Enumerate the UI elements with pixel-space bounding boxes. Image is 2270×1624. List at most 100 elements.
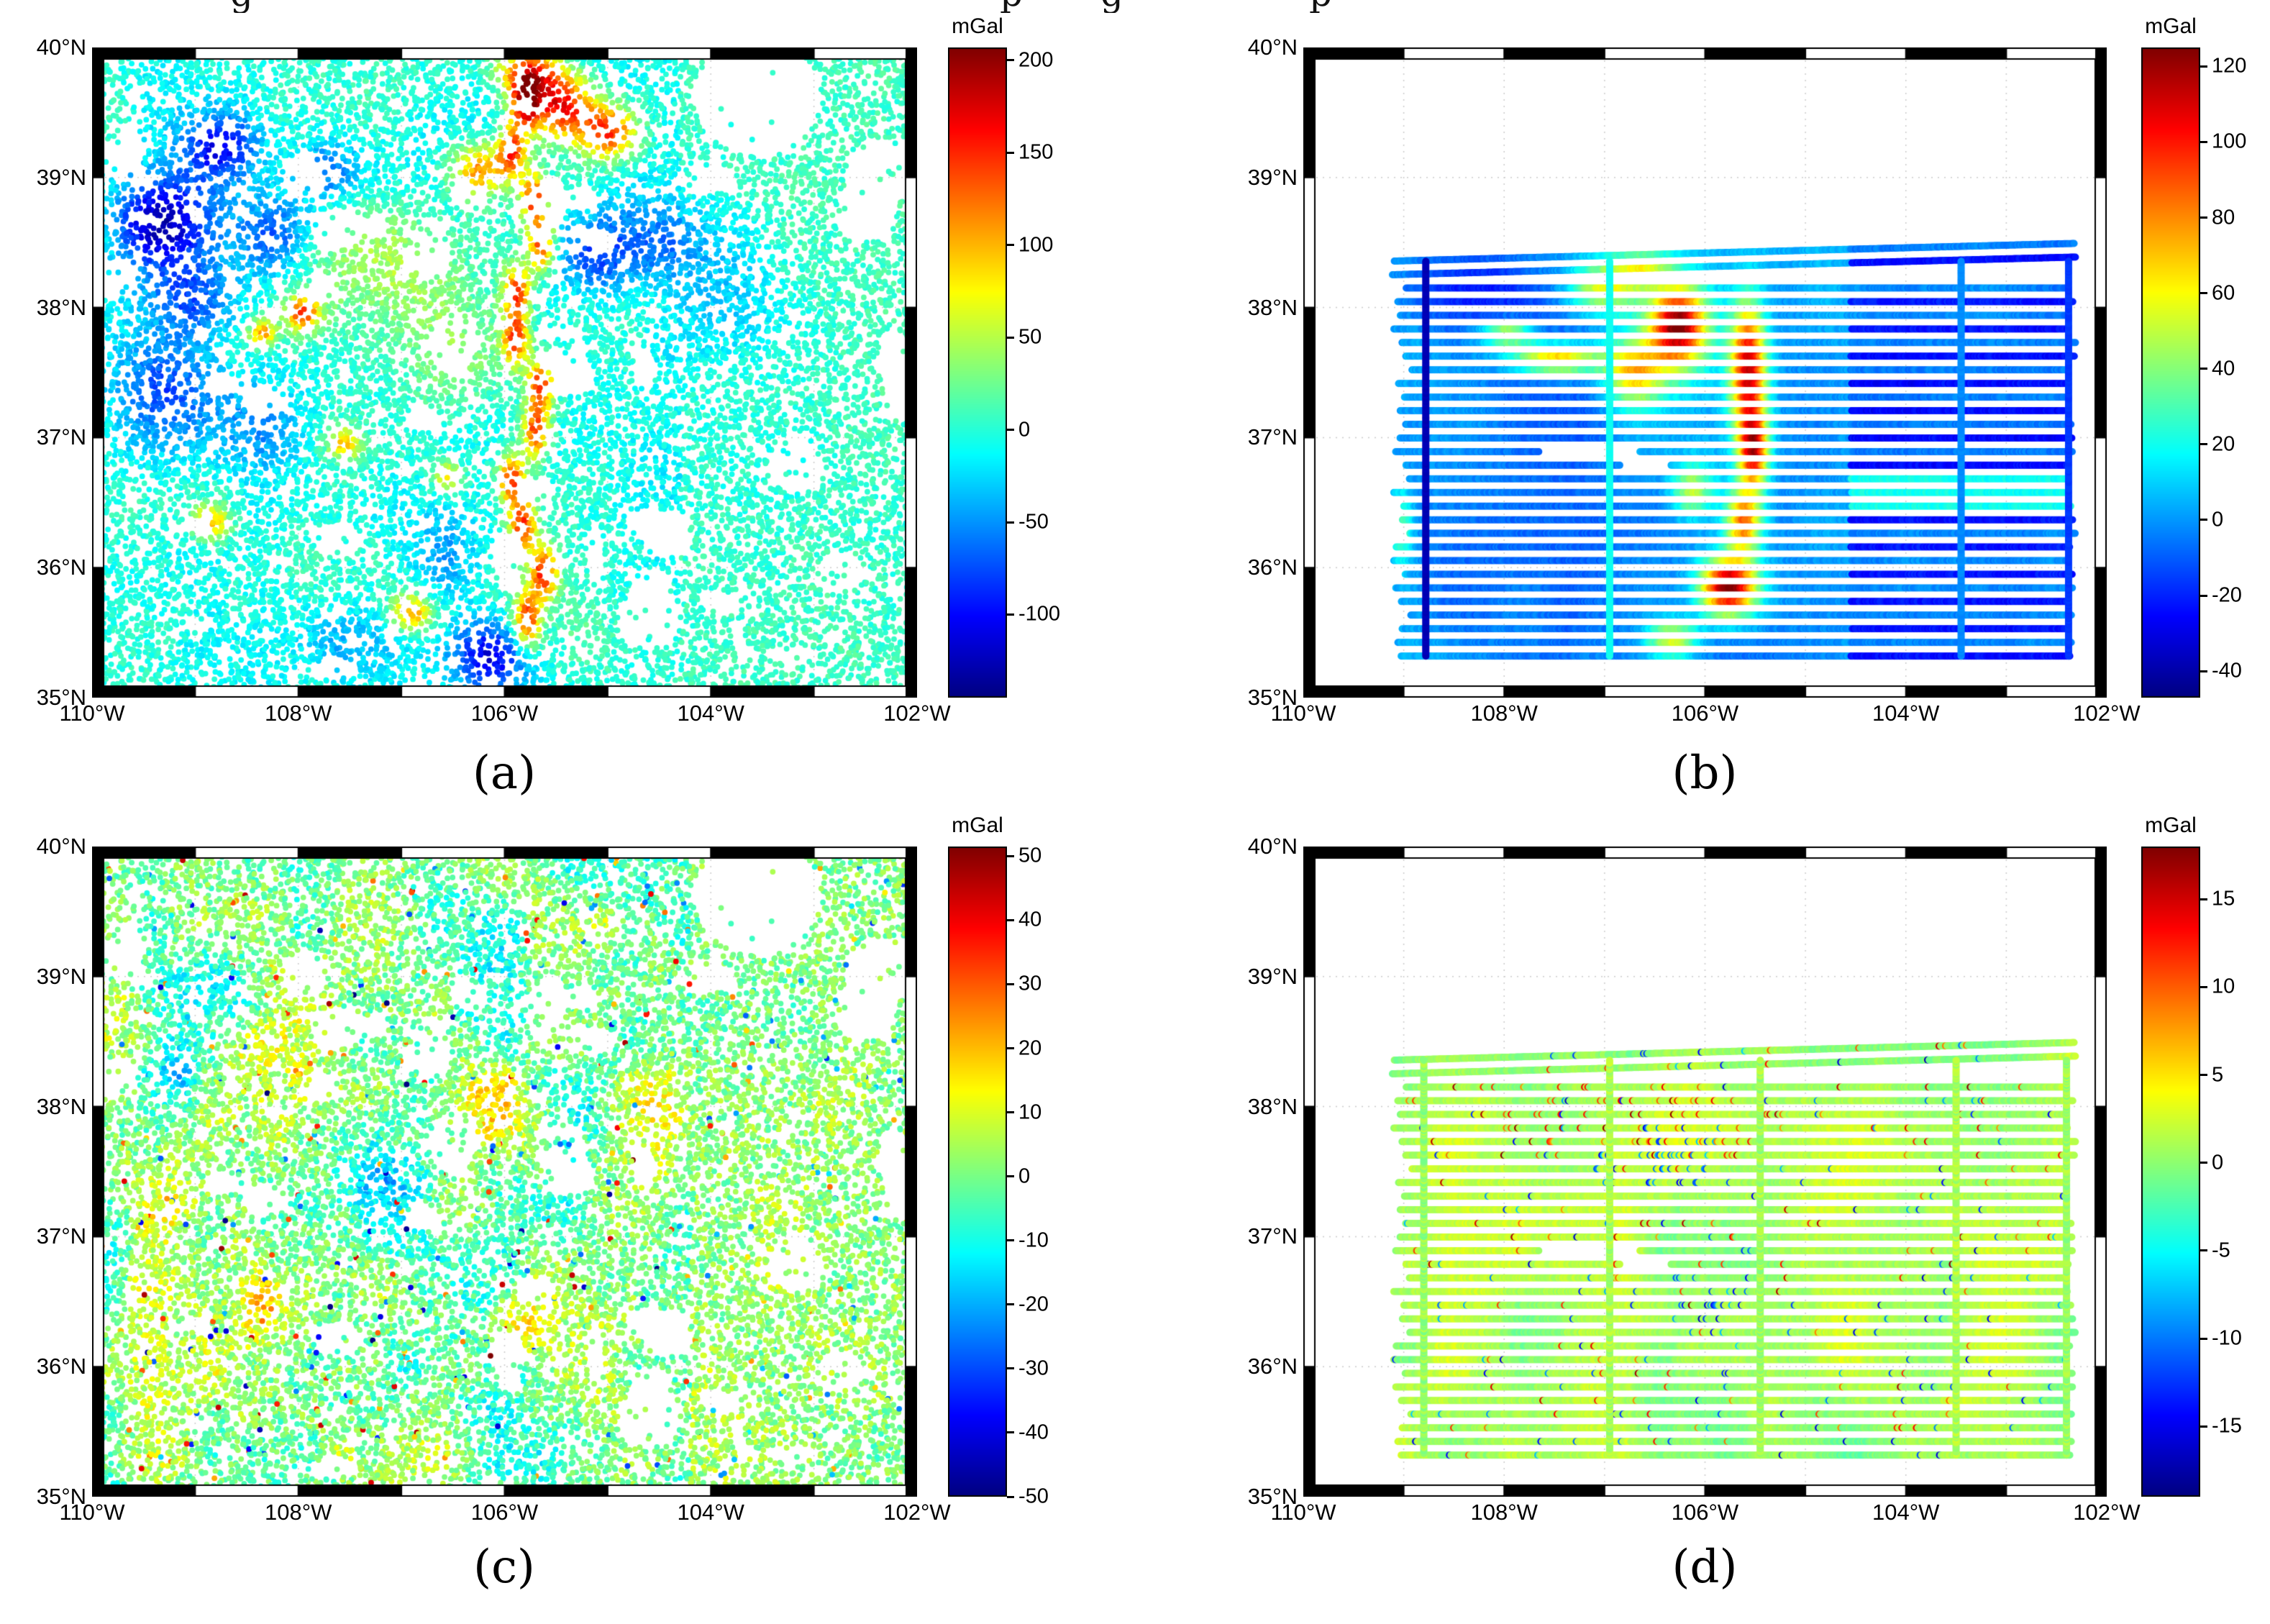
y-tick-label: 39°N bbox=[36, 164, 86, 190]
colorbar-tick-mark bbox=[1007, 1047, 1014, 1050]
colorbar-tick-mark bbox=[1007, 1367, 1014, 1370]
x-tick-label: 102°W bbox=[2073, 1500, 2141, 1525]
colorbar-tick-mark bbox=[1007, 1431, 1014, 1434]
colorbar-tick-label: 50 bbox=[1018, 844, 1042, 867]
colorbar-tick-mark bbox=[1007, 336, 1014, 339]
colorbar-tick-label: 20 bbox=[2212, 432, 2235, 456]
x-tick-label: 102°W bbox=[883, 1500, 951, 1525]
colorbar-tick-label: -15 bbox=[2212, 1414, 2242, 1438]
x-axis-c: 110°W 108°W 106°W 104°W 102°W bbox=[59, 1497, 950, 1530]
panel-label-c: (c) bbox=[473, 1541, 535, 1594]
y-axis-c: 40°N 39°N 38°N 37°N 36°N 35°N bbox=[6, 834, 86, 1509]
x-tick-label: 104°W bbox=[1872, 1500, 1940, 1525]
y-axis-a: 40°N 39°N 38°N 37°N 36°N 35°N bbox=[6, 35, 86, 710]
y-tick-label: 39°N bbox=[1247, 164, 1298, 190]
x-axis-d: 110°W 108°W 106°W 104°W 102°W bbox=[1270, 1497, 2140, 1530]
y-tick-label: 36°N bbox=[1247, 555, 1298, 580]
y-tick-label: 38°N bbox=[36, 1093, 86, 1119]
colorbar-tick-mark bbox=[2200, 1074, 2207, 1077]
colorbar-tick-label: 100 bbox=[1018, 233, 1054, 257]
x-tick-label: 110°W bbox=[59, 701, 125, 726]
colorbar-tick-label: 40 bbox=[1018, 908, 1042, 931]
colorbar-tick-label: 80 bbox=[2212, 206, 2235, 229]
colorbar-tick-mark bbox=[1007, 613, 1014, 616]
colorbar-tick-label: 0 bbox=[1018, 418, 1031, 442]
map-canvas-a bbox=[92, 47, 917, 698]
colorbar-tick-label: 200 bbox=[1018, 48, 1054, 72]
colorbar-gradient-d bbox=[2141, 847, 2200, 1497]
colorbar-tick-mark bbox=[2200, 292, 2207, 295]
colorbar-tick-mark bbox=[1007, 59, 1014, 62]
map-c: 40°N 39°N 38°N 37°N 36°N 35°N 110°W 108°W 106°W… bbox=[37, 834, 951, 1525]
panel-label-d: (d) bbox=[1672, 1541, 1738, 1594]
map-a: 40°N 39°N 38°N 37°N 36°N 35°N 110°W 108°W 106°W… bbox=[37, 35, 951, 726]
colorbar-tick-label: 0 bbox=[2212, 508, 2224, 532]
y-tick-label: 39°N bbox=[1247, 963, 1298, 989]
colorbar-title-d: mGal bbox=[2145, 813, 2197, 837]
x-tick-label: 104°W bbox=[1872, 701, 1940, 726]
colorbar-title-a: mGal bbox=[952, 14, 1003, 38]
colorbar-tick-label: 40 bbox=[2212, 357, 2235, 380]
caption-fragment-letter: g bbox=[1100, 0, 1123, 13]
colorbar-tick-label: -5 bbox=[2212, 1238, 2230, 1262]
colorbar-gradient-c bbox=[948, 847, 1007, 1497]
colorbar-tick-mark bbox=[2200, 1249, 2207, 1252]
colorbar-tick-label: -10 bbox=[1018, 1228, 1049, 1252]
y-tick-label: 40°N bbox=[36, 35, 86, 60]
colorbar-tick-mark bbox=[2200, 898, 2207, 900]
colorbar-tick-mark bbox=[1007, 982, 1014, 985]
colorbar-tick-mark bbox=[2200, 670, 2207, 672]
y-tick-label: 40°N bbox=[36, 834, 86, 859]
y-tick-label: 39°N bbox=[36, 963, 86, 989]
colorbar-title-c: mGal bbox=[952, 813, 1003, 837]
y-axis-d: 40°N 39°N 38°N 37°N 36°N 35°N bbox=[1217, 834, 1298, 1509]
x-tick-label: 110°W bbox=[1270, 701, 1336, 726]
x-tick-label: 110°W bbox=[1270, 1500, 1336, 1525]
colorbar-tick-label: 50 bbox=[1018, 325, 1042, 349]
caption-fragment-letter: p bbox=[1309, 0, 1332, 13]
x-tick-label: 106°W bbox=[1671, 701, 1739, 726]
colorbar-tick-label: 0 bbox=[2212, 1151, 2224, 1174]
y-tick-label: 35°N bbox=[1247, 685, 1298, 710]
colorbar-b: mGal 120 100 80 60 40 20 0 -20 -40 bbox=[2141, 14, 2246, 698]
caption-fragment-letter: p bbox=[1000, 0, 1023, 13]
x-axis-b: 110°W 108°W 106°W 104°W 102°W bbox=[1270, 698, 2140, 731]
x-tick-label: 108°W bbox=[1470, 1500, 1538, 1525]
colorbar-tick-mark bbox=[2200, 368, 2207, 370]
colorbar-gradient-a bbox=[948, 47, 1007, 698]
colorbar-tick-label: 5 bbox=[2212, 1063, 2224, 1087]
colorbar-tick-mark bbox=[1007, 854, 1014, 857]
x-tick-label: 108°W bbox=[1470, 701, 1538, 726]
colorbar-tick-mark bbox=[2200, 140, 2207, 143]
y-tick-label: 36°N bbox=[36, 1354, 86, 1379]
x-tick-label: 104°W bbox=[677, 1500, 744, 1525]
colorbar-tick-label: -100 bbox=[1018, 602, 1061, 626]
y-tick-label: 35°N bbox=[36, 1484, 86, 1509]
colorbar-tick-label: 10 bbox=[1018, 1100, 1042, 1124]
colorbar-tick-mark bbox=[2200, 594, 2207, 597]
caption-fragment-strip: gpgp bbox=[0, 0, 2270, 13]
colorbar-tick-mark bbox=[1007, 429, 1014, 432]
colorbar-gradient-b bbox=[2141, 47, 2200, 698]
map-d: 40°N 39°N 38°N 37°N 36°N 35°N 110°W 108°W 106°W… bbox=[1248, 834, 2141, 1525]
colorbar-tick-mark bbox=[1007, 151, 1014, 154]
colorbar-tick-label: 15 bbox=[2212, 887, 2235, 911]
colorbar-tick-label: -20 bbox=[1018, 1292, 1049, 1316]
colorbar-tick-mark bbox=[2200, 1337, 2207, 1340]
colorbar-tick-label: 100 bbox=[2212, 129, 2247, 153]
colorbar-d: mGal 15 10 5 0 -5 -10 -15 bbox=[2141, 813, 2242, 1497]
colorbar-tick-label: 60 bbox=[2212, 281, 2235, 305]
colorbar-tick-label: 120 bbox=[2212, 54, 2247, 78]
y-tick-label: 36°N bbox=[1247, 1354, 1298, 1379]
colorbar-c: mGal 50 40 30 20 10 0 -10 -20 -30 -40 -50 bbox=[948, 813, 1049, 1508]
colorbar-tick-label: 20 bbox=[1018, 1036, 1042, 1060]
colorbar-tick-label: -40 bbox=[2212, 659, 2242, 683]
y-tick-label: 38°N bbox=[36, 294, 86, 320]
y-tick-label: 36°N bbox=[36, 555, 86, 580]
colorbar-tick-mark bbox=[1007, 1303, 1014, 1306]
caption-fragment-letter: g bbox=[230, 0, 253, 13]
colorbar-tick-label: 30 bbox=[1018, 972, 1042, 995]
colorbar-tick-label: -20 bbox=[2212, 583, 2242, 607]
colorbar-tick-label: -50 bbox=[1018, 510, 1049, 534]
